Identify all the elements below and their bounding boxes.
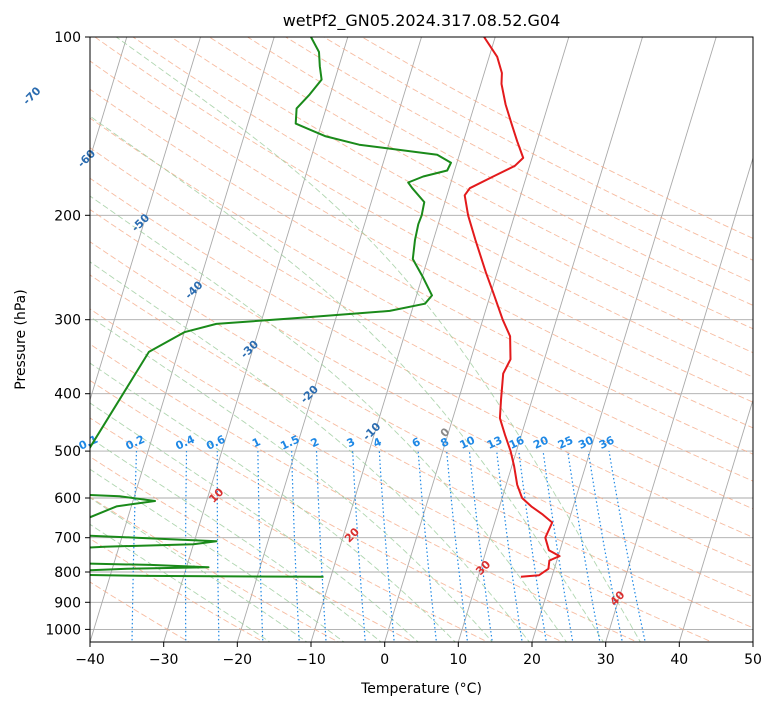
mixing-ratio-label: 10 bbox=[458, 433, 478, 451]
mixing-ratio-line bbox=[518, 451, 547, 642]
mixing-ratio-line bbox=[216, 451, 220, 642]
moist-adiabat-line bbox=[90, 261, 530, 642]
mixing-ratio-label: 20 bbox=[531, 433, 551, 451]
y-tick-label: 800 bbox=[54, 565, 81, 581]
moist-adiabat-line bbox=[90, 362, 456, 642]
mixing-ratio-line bbox=[608, 450, 646, 642]
dry-adiabat-line bbox=[90, 241, 753, 598]
x-tick-label: 20 bbox=[523, 652, 541, 668]
dry-adiabat-line bbox=[90, 308, 713, 642]
profiles bbox=[90, 37, 561, 578]
moist-adiabat-line bbox=[90, 402, 419, 642]
x-tick-label: −40 bbox=[75, 652, 105, 668]
mixing-ratio-line bbox=[352, 451, 366, 642]
mixing-ratio-line bbox=[542, 451, 574, 642]
x-tick-label: −20 bbox=[223, 652, 253, 668]
dry-adiabat-line bbox=[90, 456, 414, 642]
mixing-ratio-line bbox=[184, 451, 188, 642]
moist-adiabat-line bbox=[90, 468, 345, 642]
y-tick-label: 700 bbox=[54, 531, 81, 547]
mixing-ratio-label: 16 bbox=[507, 433, 527, 451]
moist-adiabat-line bbox=[90, 316, 493, 642]
y-tick-label: 100 bbox=[54, 30, 81, 46]
isotherm-line bbox=[457, 37, 643, 642]
dry-adiabat-line bbox=[170, 37, 753, 354]
x-tick-label: 30 bbox=[597, 652, 615, 668]
plot-frame bbox=[89, 36, 754, 643]
dry-adiabat-line bbox=[90, 88, 753, 455]
mixing-ratio-line bbox=[587, 451, 623, 642]
mixing-ratio-line bbox=[567, 451, 601, 642]
dry-adiabat-line bbox=[90, 496, 340, 642]
dry-adiabat-line bbox=[90, 117, 753, 482]
mixing-ratio-label: 25 bbox=[556, 434, 575, 452]
isotherm-line bbox=[384, 37, 570, 642]
mixing-ratio-label: 30 bbox=[576, 433, 596, 451]
mixing-ratio-label: 36 bbox=[597, 433, 617, 451]
mixing-ratio-line bbox=[417, 451, 438, 642]
dry-adiabat-line bbox=[90, 60, 753, 429]
isotherm-line bbox=[90, 37, 201, 402]
isotherm-line bbox=[678, 398, 753, 642]
moist-adiabat-line bbox=[90, 195, 567, 642]
moist-adiabat-line bbox=[90, 115, 604, 642]
background-lines bbox=[90, 37, 753, 642]
mixing-ratio-line bbox=[496, 451, 523, 642]
dry-adiabat-line bbox=[284, 37, 753, 284]
y-tick-label: 300 bbox=[54, 313, 81, 329]
temperature-profile bbox=[463, 37, 561, 578]
isotherm-line bbox=[90, 37, 128, 160]
x-tick-label: 50 bbox=[744, 652, 762, 668]
dry-adiabat-line bbox=[132, 37, 753, 378]
dry-adiabat-line bbox=[361, 37, 753, 239]
dry-adiabat-line bbox=[90, 343, 639, 642]
y-tick-label: 1000 bbox=[45, 622, 81, 638]
dry-adiabat-line bbox=[246, 37, 753, 306]
x-tick-label: 0 bbox=[380, 652, 389, 668]
isotherm-line bbox=[605, 156, 753, 642]
x-tick-label: −30 bbox=[149, 652, 179, 668]
moist-adiabat-line bbox=[90, 437, 382, 642]
y-axis-label: Pressure (hPa) bbox=[13, 289, 29, 389]
mixing-ratio-line bbox=[257, 451, 264, 642]
x-tick-label: 10 bbox=[449, 652, 467, 668]
x-tick-label: 40 bbox=[670, 652, 688, 668]
y-tick-label: 900 bbox=[54, 595, 81, 611]
chart-title: wetPf2_GN05.2024.317.08.52.G04 bbox=[283, 11, 561, 31]
isotherm-line bbox=[531, 37, 717, 642]
dry-adiabat-line bbox=[90, 538, 265, 642]
x-axis-label: Temperature (°C) bbox=[360, 681, 482, 697]
mixing-ratio-line bbox=[378, 451, 395, 642]
mixing-ratio-line bbox=[131, 451, 138, 642]
isotherm-line bbox=[236, 37, 422, 642]
dry-adiabat-line bbox=[90, 209, 753, 568]
mixing-ratio-line bbox=[446, 451, 469, 642]
y-tick-label: 400 bbox=[54, 387, 81, 403]
mixing-ratio-line bbox=[315, 451, 327, 642]
mixing-ratio-line bbox=[291, 451, 300, 642]
isotherm-line bbox=[310, 37, 496, 642]
axis-ticks: −40 −30 −20 −10 0 10 20 30 40 50 100 200 300 400 500 60… bbox=[45, 30, 762, 668]
y-tick-label: 500 bbox=[54, 444, 81, 460]
moist-adiabat-line bbox=[116, 37, 641, 642]
moist-adiabat-line bbox=[90, 497, 308, 642]
dry-adiabat-line bbox=[94, 37, 753, 403]
y-tick-label: 200 bbox=[54, 208, 81, 224]
mixing-ratio-line bbox=[468, 451, 493, 642]
dewpoint-profile bbox=[90, 37, 452, 578]
mixing-ratio-label: 13 bbox=[485, 434, 504, 452]
x-tick-label: −10 bbox=[296, 652, 326, 668]
y-tick-label: 600 bbox=[54, 491, 81, 507]
isotherm-line bbox=[90, 37, 275, 642]
